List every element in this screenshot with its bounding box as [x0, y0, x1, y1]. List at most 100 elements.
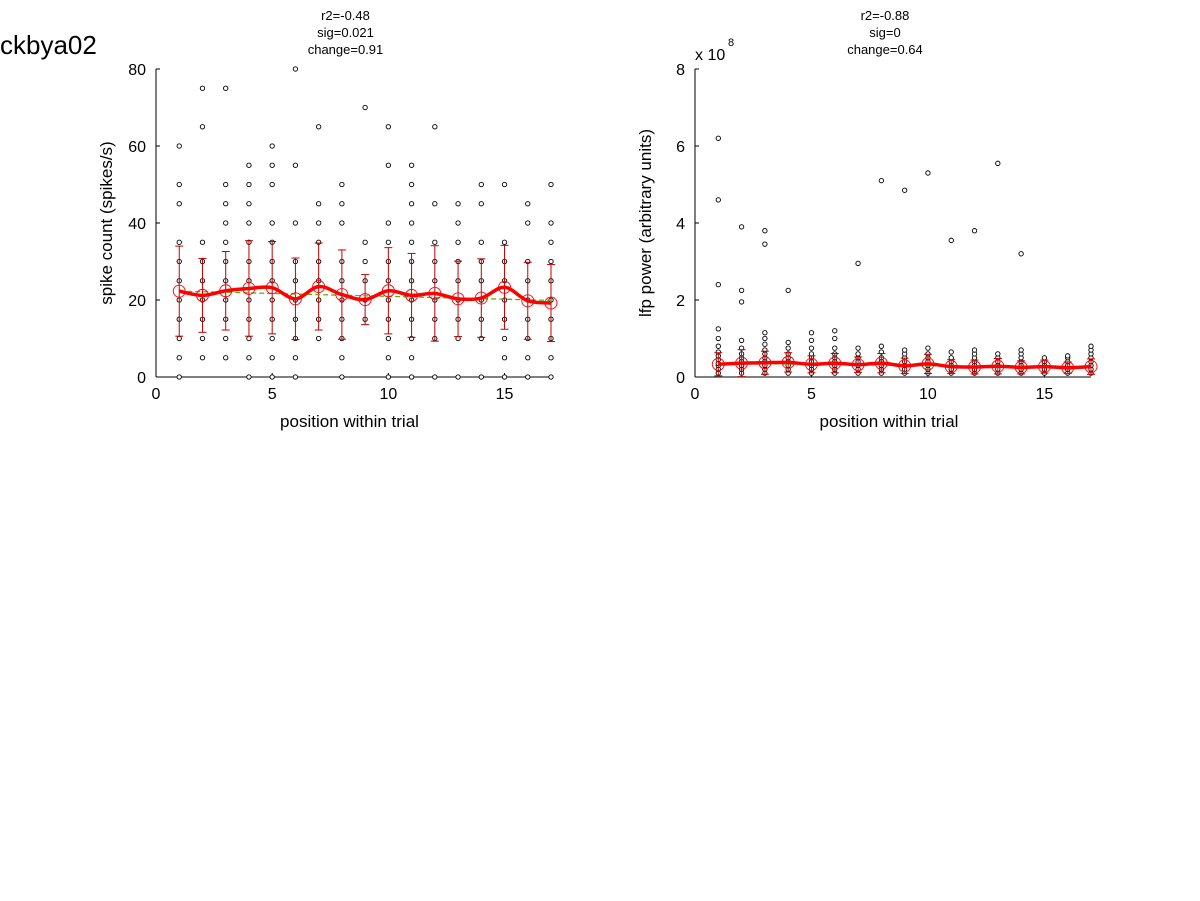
mean-marker: [474, 291, 488, 305]
data-point: [385, 239, 392, 245]
data-point: [246, 220, 252, 226]
mean-line: [178, 284, 552, 305]
stat-line: sig=0.021: [317, 25, 374, 40]
mean-marker: [758, 356, 772, 370]
x-tick-label: 0: [152, 386, 161, 403]
mean-marker: [1037, 360, 1051, 374]
data-point: [362, 258, 368, 265]
mean-marker: [781, 355, 795, 369]
data-point: [315, 201, 322, 207]
data-point: [362, 104, 368, 111]
data-point: [292, 162, 299, 168]
data-point: [808, 330, 815, 336]
mean-marker: [196, 288, 209, 302]
y-tick-label: 20: [128, 293, 146, 310]
data-point: [315, 220, 322, 226]
data-point: [385, 374, 392, 380]
data-point: [995, 160, 1001, 166]
data-point: [501, 355, 508, 361]
mean-marker: [428, 287, 442, 300]
x-tick-label: 5: [268, 386, 277, 403]
data-point: [292, 220, 299, 226]
data-point: [223, 355, 229, 361]
mean-marker: [544, 296, 558, 310]
data-point: [832, 335, 838, 342]
data-point: [715, 281, 721, 288]
data-point: [339, 220, 345, 226]
data-point: [832, 345, 838, 351]
data-point: [525, 374, 531, 380]
data-point: [738, 287, 745, 294]
data-point: [878, 343, 885, 349]
data-point: [501, 239, 508, 245]
stat-line: sig=0: [869, 25, 900, 40]
data-point: [855, 260, 861, 267]
mean-marker: [1061, 361, 1075, 375]
x-tick-label: 15: [496, 386, 514, 403]
data-point: [501, 181, 508, 188]
mean-marker: [498, 280, 511, 294]
data-point: [269, 143, 275, 149]
data-point: [269, 220, 275, 226]
data-point: [385, 220, 392, 226]
data-point: [315, 335, 322, 342]
mean-marker: [944, 360, 958, 374]
mean-marker: [405, 288, 419, 302]
data-point: [855, 345, 861, 351]
data-point: [223, 335, 229, 342]
data-point: [385, 162, 392, 168]
data-point: [223, 201, 229, 207]
data-point: [478, 201, 484, 207]
data-point: [925, 170, 931, 176]
data-point: [785, 339, 791, 345]
x-tick-label: 15: [1036, 386, 1054, 403]
data-point: [762, 330, 768, 336]
mean-marker: [828, 356, 842, 370]
data-point: [339, 374, 345, 380]
mean-marker: [968, 360, 981, 374]
data-point: [199, 335, 206, 342]
data-point: [385, 355, 392, 361]
data-point: [715, 197, 721, 203]
data-point: [455, 220, 461, 226]
data-point: [971, 347, 978, 353]
data-point: [176, 355, 182, 361]
data-point: [199, 124, 206, 130]
data-point: [223, 181, 229, 188]
data-point: [408, 162, 415, 168]
x-axis-label: position within trial: [820, 412, 959, 431]
data-point: [738, 224, 745, 230]
data-point: [478, 239, 484, 245]
data-point: [408, 181, 415, 188]
data-point: [432, 201, 438, 207]
data-point: [715, 343, 721, 349]
data-point: [339, 355, 345, 361]
data-point: [269, 335, 275, 342]
data-point: [971, 228, 978, 234]
data-point: [478, 181, 484, 188]
data-point: [176, 143, 182, 149]
data-point: [548, 181, 554, 188]
data-point: [525, 201, 531, 207]
mean-marker: [312, 280, 326, 293]
data-point: [246, 162, 252, 168]
data-point: [385, 124, 392, 130]
data-point: [808, 337, 815, 344]
data-point: [548, 239, 554, 245]
data-point: [176, 335, 182, 342]
data-point: [1065, 353, 1071, 359]
y-axis-label: spike count (spikes/s): [97, 141, 116, 304]
data-point: [995, 351, 1001, 357]
data-point: [385, 335, 392, 342]
data-point: [1018, 347, 1024, 353]
data-point: [408, 220, 415, 226]
data-point: [176, 239, 182, 245]
data-point: [269, 374, 275, 380]
data-point: [292, 374, 299, 380]
y-tick-label: 4: [676, 216, 685, 233]
data-point: [339, 201, 345, 207]
data-point: [715, 335, 721, 342]
data-point: [432, 239, 438, 245]
y-tick-label: 40: [128, 216, 146, 233]
